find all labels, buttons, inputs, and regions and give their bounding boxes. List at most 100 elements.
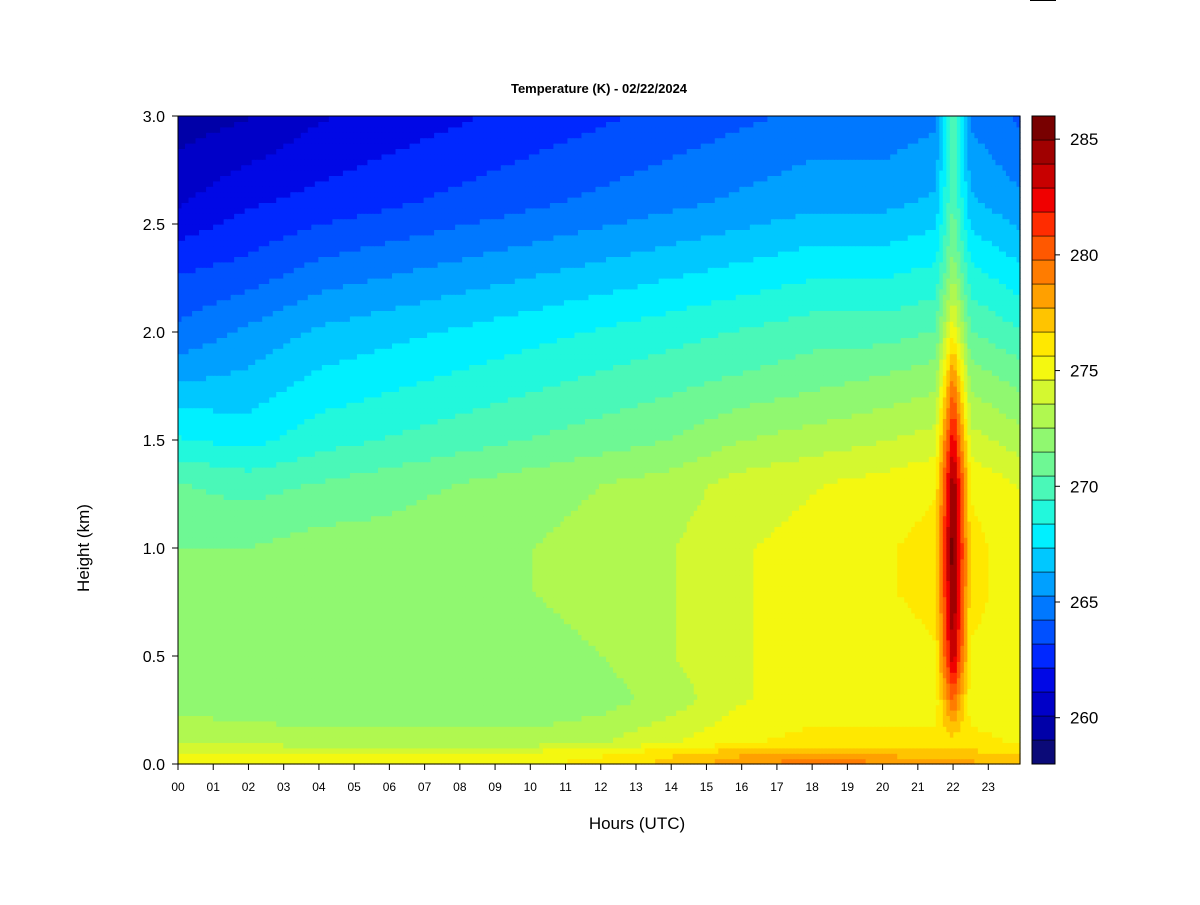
heatmap-cell (1013, 678, 1017, 684)
heatmap-cell (648, 678, 652, 684)
heatmap-cell (880, 672, 884, 678)
heatmap-cell (192, 651, 196, 657)
heatmap-cell (897, 732, 901, 738)
heatmap-cell (967, 748, 971, 754)
heatmap-cell (473, 656, 477, 662)
heatmap-cell (820, 656, 824, 662)
heatmap-cell (953, 705, 957, 711)
heatmap-cell (806, 710, 810, 716)
heatmap-cell (974, 726, 978, 732)
heatmap-cell (325, 715, 329, 721)
heatmap-cell (673, 737, 677, 743)
heatmap-cell (890, 667, 894, 673)
heatmap-cell (694, 651, 698, 657)
heatmap-cell (469, 715, 473, 721)
heatmap-cell (283, 699, 287, 705)
heatmap-cell (925, 672, 929, 678)
heatmap-cell (939, 694, 943, 700)
heatmap-cell (652, 699, 656, 705)
heatmap-cell (911, 705, 915, 711)
heatmap-cell (364, 661, 368, 667)
heatmap-cell (424, 710, 428, 716)
heatmap-cell (346, 651, 350, 657)
heatmap-cell (518, 688, 522, 694)
heatmap-cell (203, 710, 207, 716)
heatmap-cell (374, 710, 378, 716)
heatmap-cell (743, 672, 747, 678)
heatmap-cell (178, 710, 182, 716)
heatmap-cell (810, 683, 814, 689)
heatmap-cell (585, 688, 589, 694)
heatmap-cell (592, 688, 596, 694)
heatmap-cell (999, 748, 1003, 754)
heatmap-cell (617, 715, 621, 721)
heatmap-cell (852, 656, 856, 662)
heatmap-cell (638, 656, 642, 662)
heatmap-cell (827, 656, 831, 662)
heatmap-cell (690, 667, 694, 673)
heatmap-cell (441, 667, 445, 673)
heatmap-cell (859, 683, 863, 689)
heatmap-cell (890, 694, 894, 700)
heatmap-cell (452, 737, 456, 743)
heatmap-cell (655, 715, 659, 721)
heatmap-cell (424, 678, 428, 684)
heatmap-cell (925, 732, 929, 738)
heatmap-cell (329, 694, 333, 700)
heatmap-cell (603, 748, 607, 754)
heatmap-cell (595, 656, 599, 662)
heatmap-cell (378, 694, 382, 700)
heatmap-cell (339, 678, 343, 684)
heatmap-cell (802, 678, 806, 684)
heatmap-cell (964, 667, 968, 673)
heatmap-cell (255, 753, 259, 759)
heatmap-cell (417, 742, 421, 748)
heatmap-cell (985, 737, 989, 743)
heatmap-cell (806, 715, 810, 721)
heatmap-cell (497, 748, 501, 754)
heatmap-cell (567, 705, 571, 711)
heatmap-cell (859, 672, 863, 678)
heatmap-cell (353, 721, 357, 727)
heatmap-cell (585, 656, 589, 662)
heatmap-cell (308, 742, 312, 748)
heatmap-cell (929, 710, 933, 716)
heatmap-cell (624, 678, 628, 684)
heatmap-cell (424, 705, 428, 711)
heatmap-cell (234, 672, 238, 678)
heatmap-cell (606, 721, 610, 727)
heatmap-cell (690, 715, 694, 721)
heatmap-cell (550, 672, 554, 678)
heatmap-cell (511, 710, 515, 716)
heatmap-cell (669, 699, 673, 705)
heatmap-cell (546, 721, 550, 727)
heatmap-cell (1009, 715, 1013, 721)
heatmap-cell (227, 748, 231, 754)
heatmap-cell (750, 651, 754, 657)
heatmap-cell (848, 656, 852, 662)
heatmap-cell (1002, 726, 1006, 732)
heatmap-cell (346, 699, 350, 705)
heatmap-cell (553, 732, 557, 738)
heatmap-cell (196, 656, 200, 662)
heatmap-cell (185, 694, 189, 700)
heatmap-cell (473, 699, 477, 705)
heatmap-cell (399, 710, 403, 716)
heatmap-cell (774, 661, 778, 667)
heatmap-cell (620, 678, 624, 684)
heatmap-cell (546, 753, 550, 759)
heatmap-cell (494, 710, 498, 716)
heatmap-cell (280, 661, 284, 667)
heatmap-cell (560, 683, 564, 689)
heatmap-cell (399, 721, 403, 727)
heatmap-cell (536, 651, 540, 657)
heatmap-cell (599, 678, 603, 684)
heatmap-cell (252, 688, 256, 694)
heatmap-cell (560, 732, 564, 738)
heatmap-cell (746, 672, 750, 678)
heatmap-cell (199, 699, 203, 705)
heatmap-cell (206, 667, 210, 673)
heatmap-cell (694, 710, 698, 716)
heatmap-cell (290, 651, 294, 657)
heatmap-cell (746, 715, 750, 721)
